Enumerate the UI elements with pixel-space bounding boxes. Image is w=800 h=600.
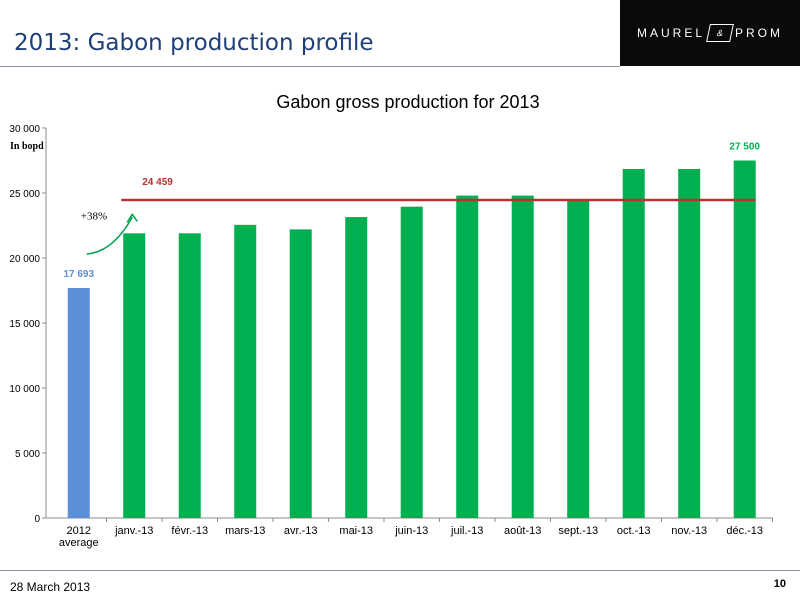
bar [289, 229, 312, 518]
y-tick-label: 0 [34, 514, 40, 525]
y-tick-label: 20 000 [9, 254, 40, 265]
logo-text-right: PROM [735, 26, 783, 40]
x-axis: 2012 average janv.-13 févr.-13 mars-13 avr.-1… [46, 517, 773, 549]
bar [123, 233, 146, 519]
bar [67, 287, 90, 518]
x-tick-label: juin-13 [394, 525, 428, 537]
x-tick-label: mars-13 [225, 525, 265, 537]
data-label: 17 693 [63, 269, 94, 280]
chart-title: Gabon gross production for 2013 [276, 92, 539, 112]
bar [622, 168, 645, 518]
bar [345, 217, 368, 519]
logo-panel: MAUREL & PROM [620, 0, 800, 66]
page-title: 2013: Gabon production profile [14, 30, 374, 56]
bar [456, 195, 479, 518]
y-axis: 0 5 000 10 000 15 000 20 000 25 000 30 000 [9, 124, 47, 525]
growth-arrow-curve [86, 216, 133, 255]
x-tick-label: avr.-13 [284, 525, 318, 537]
growth-annotation: +38% [81, 210, 138, 255]
unit-label: In bopd [10, 141, 44, 152]
x-tick-label: août-13 [504, 525, 541, 537]
x-tick-label: janv.-13 [114, 525, 153, 537]
data-label: 27 500 [729, 142, 760, 153]
bar [678, 168, 701, 518]
company-logo: MAUREL & PROM [637, 24, 783, 42]
bar [234, 224, 257, 518]
x-tick-label: mai-13 [339, 525, 373, 537]
y-tick-label: 15 000 [9, 319, 40, 330]
data-labels: 17 693 27 500 [63, 142, 760, 280]
x-tick-label: sept.-13 [558, 525, 598, 537]
average-line-label: 24 459 [142, 177, 173, 188]
x-tick-label: oct.-13 [617, 525, 651, 537]
bar [511, 195, 534, 518]
bar [733, 160, 756, 518]
x-tick-label: févr.-13 [171, 525, 208, 537]
growth-arrow-head [126, 212, 138, 223]
bar-series [67, 160, 756, 519]
page-number: 10 [773, 578, 786, 590]
production-chart: Gabon gross production for 2013 In bopd … [9, 92, 773, 549]
x-tick-label: nov.-13 [671, 525, 707, 537]
x-tick-label: déc.-13 [726, 525, 763, 537]
logo-text-left: MAUREL [636, 26, 705, 40]
y-tick-label: 25 000 [9, 189, 40, 200]
y-tick-label: 30 000 [9, 124, 40, 135]
bar [178, 233, 201, 519]
footer-date: 28 March 2013 [10, 580, 91, 594]
y-tick-label: 10 000 [9, 384, 40, 395]
footer-divider [0, 570, 800, 571]
x-tick-label: juil.-13 [450, 525, 483, 537]
bar [400, 206, 423, 518]
average-line-group: 24 459 [121, 177, 756, 202]
title-divider [0, 66, 620, 67]
bar [567, 200, 590, 519]
logo-ampersand-mark: & [706, 24, 734, 42]
growth-percentage-label: +38% [81, 210, 107, 222]
x-tick-label: 2012 average [59, 525, 99, 549]
y-tick-label: 5 000 [15, 449, 40, 460]
